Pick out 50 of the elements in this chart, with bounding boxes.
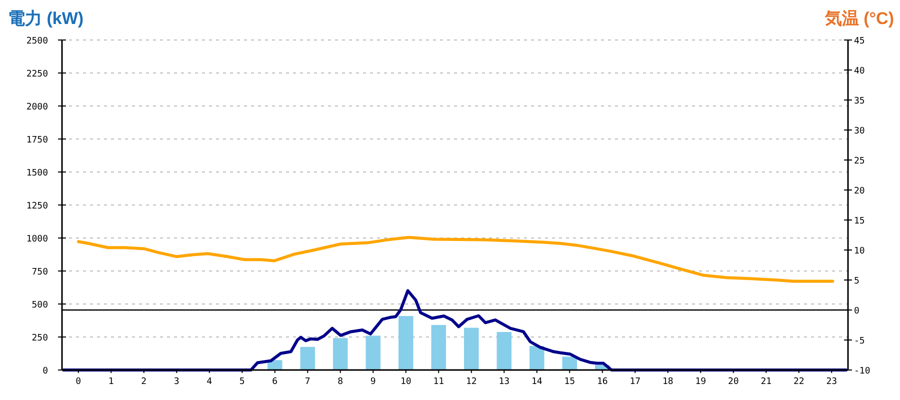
y2-tick-label: 15	[854, 216, 865, 226]
y2-tick-label: 20	[854, 186, 865, 196]
y2-tick-label: 25	[854, 156, 865, 166]
y2-tick-label: 30	[854, 126, 865, 136]
x-tick-label: 20	[728, 377, 739, 387]
y-axis-title: 電力 (kW)	[8, 9, 84, 28]
y-tick-label: 2000	[26, 102, 48, 112]
x-tick-label: 8	[338, 377, 344, 387]
x-tick-label: 17	[630, 377, 641, 387]
y2-tick-label: -5	[854, 336, 865, 346]
x-tick-label: 1	[108, 377, 114, 387]
y-tick-label: 1750	[26, 136, 48, 146]
x-tick-label: 19	[695, 377, 706, 387]
x-tick-label: 21	[760, 377, 772, 387]
y-tick-label: 750	[32, 268, 48, 278]
x-tick-label: 18	[662, 377, 674, 387]
y-tick-label: 2500	[26, 36, 48, 46]
y2-axis-title: 気温 (°C)	[824, 9, 894, 28]
y2-tick-label: 10	[854, 246, 865, 256]
x-tick-label: 13	[498, 377, 510, 387]
y2-tick-label: 35	[854, 96, 865, 106]
y2-tick-label: -10	[854, 366, 870, 376]
x-tick-label: 4	[206, 377, 212, 387]
y-tick-label: 1500	[26, 168, 48, 178]
x-tick-label: 7	[304, 377, 310, 387]
x-tick-label: 16	[596, 377, 608, 387]
x-tick-label: 2	[141, 377, 147, 387]
x-tick-label: 15	[564, 377, 576, 387]
y2-tick-label: 0	[854, 306, 860, 316]
y2-tick-label: 40	[854, 66, 865, 76]
y-tick-label: 0	[42, 366, 48, 376]
y-tick-label: 1250	[26, 202, 48, 212]
x-tick-label: 23	[826, 377, 838, 387]
x-tick-label: 0	[76, 377, 82, 387]
x-tick-label: 12	[466, 377, 477, 387]
x-tick-label: 11	[433, 377, 444, 387]
x-tick-label: 5	[239, 377, 245, 387]
y-tick-label: 2250	[26, 70, 48, 80]
x-tick-label: 14	[531, 377, 542, 387]
x-tick-label: 22	[793, 377, 804, 387]
y-tick-label: 500	[32, 300, 48, 310]
x-tick-label: 10	[400, 377, 412, 387]
x-tick-label: 3	[174, 377, 180, 387]
x-tick-label: 6	[272, 377, 278, 387]
y2-tick-label: 45	[854, 36, 865, 46]
x-tick-label: 9	[370, 377, 376, 387]
y-tick-label: 250	[32, 334, 48, 344]
line-series	[76, 236, 834, 283]
y-tick-label: 1000	[26, 234, 48, 244]
y2-tick-label: 5	[854, 276, 860, 286]
